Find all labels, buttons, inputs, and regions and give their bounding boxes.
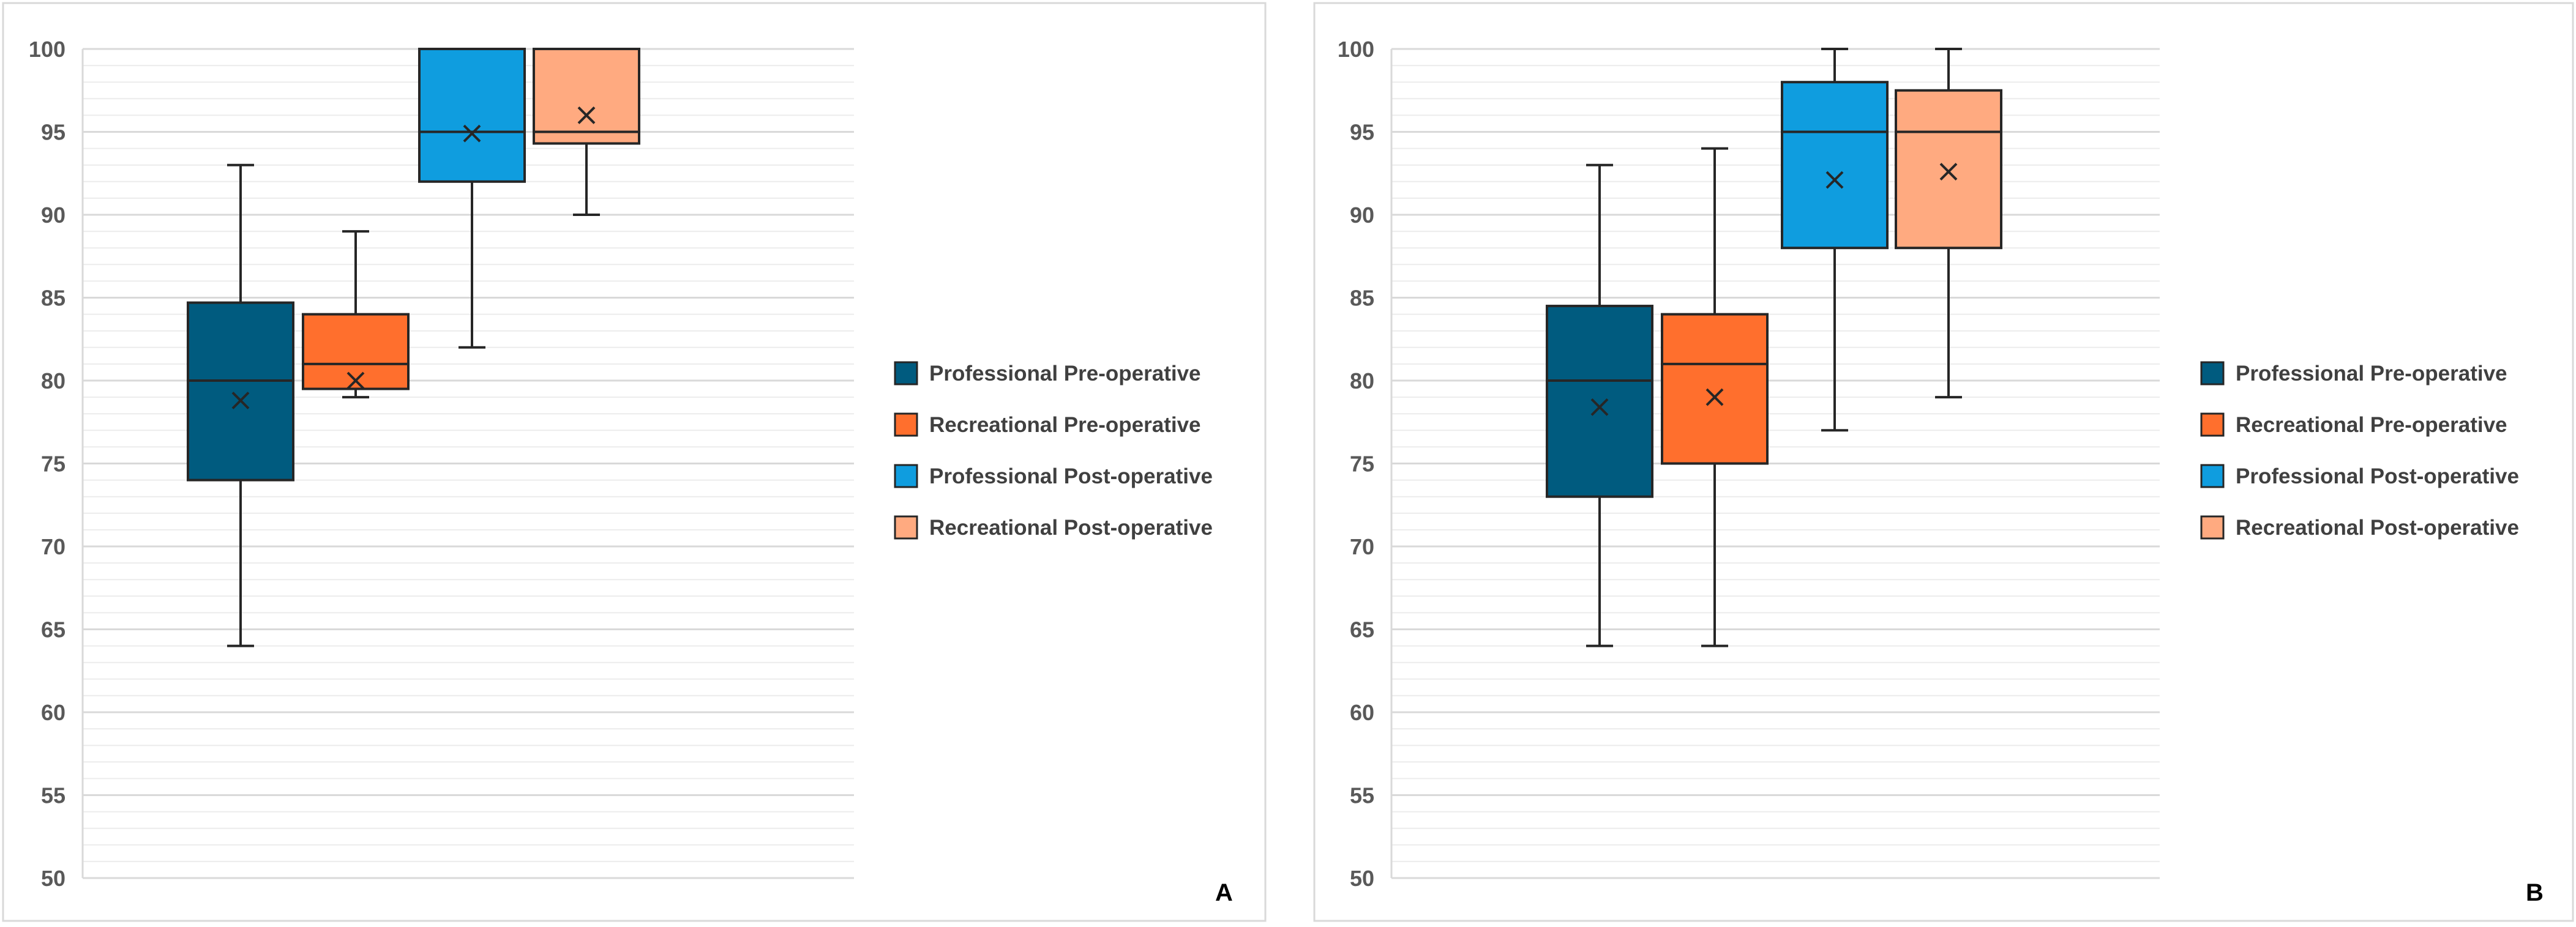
y-tick-label: 60 [41,700,66,725]
y-tick-label: 90 [1350,203,1374,228]
legend-swatch [894,361,918,385]
legend-label: Recreational Post-operative [929,516,1213,540]
mean-marker-stroke [1590,398,1609,416]
mean-marker-stroke [463,124,481,143]
y-tick-label: 85 [1350,286,1374,311]
y-tick-label: 70 [41,534,66,559]
y-tick-label: 50 [41,866,66,891]
mean-marker [1705,388,1724,406]
y-tick-label: 90 [41,203,66,228]
box-plot-series-1 [187,163,294,647]
legend-swatch [2200,464,2225,488]
y-tick-label: 100 [29,37,66,62]
mean-marker [1939,163,1958,181]
box-plot-series-3 [418,48,526,349]
mean-marker-stroke [1825,171,1844,189]
mean-marker [1825,171,1844,189]
y-tick-label: 50 [1350,866,1374,891]
legend-swatch [2200,361,2225,385]
legend-label: Professional Pre-operative [2236,362,2507,385]
iqr-box [418,48,526,183]
legend-swatch [2200,412,2225,437]
mean-marker [346,371,365,390]
legend-item: Recreational Pre-operative [894,412,1201,437]
y-tick-label: 55 [1350,783,1374,808]
mean-marker-stroke [577,106,596,124]
legend-swatch [2200,515,2225,540]
y-tick-label: 85 [41,286,66,311]
legend-label: Recreational Post-operative [2236,516,2519,540]
iqr-box [302,313,410,390]
y-tick-label: 80 [41,368,66,393]
iqr-box [533,48,640,145]
box-plot-series-2 [1661,147,1769,647]
legend-label: Professional Post-operative [2236,464,2519,488]
iqr-box [1781,81,1889,250]
iqr-box [1895,89,2002,250]
mean-marker [463,124,481,143]
mean-marker [1590,398,1609,416]
box-plot-series-4 [533,48,640,216]
legend-item: Professional Pre-operative [894,361,1201,385]
y-tick-label: 75 [1350,452,1374,477]
mean-marker-stroke [346,371,365,390]
y-tick-label: 65 [41,617,66,642]
y-tick-label: 100 [1338,37,1374,62]
legend-item: Professional Post-operative [2200,464,2519,488]
legend-label: Recreational Pre-operative [929,413,1201,437]
legend-swatch [894,464,918,488]
chart-panel-a: 50 55 60 65 70 75 80 85 90 95 100 Professional Pre-… [2,2,1267,922]
iqr-box [187,301,294,482]
legend-label: Recreational Pre-operative [2236,413,2507,437]
box-plot-series-4 [1895,48,2002,399]
chart-panel-b: 50 55 60 65 70 75 80 85 90 95 100 Professional Pre-… [1313,2,2574,922]
y-tick-label: 75 [41,452,66,477]
legend-label: Professional Pre-operative [929,362,1201,385]
legend-item: Recreational Pre-operative [2200,412,2507,437]
box-plot-series-2 [302,230,410,399]
panel-letter: B [2526,879,2544,906]
box-plot-series-3 [1781,48,1889,432]
legend-label: Professional Post-operative [929,464,1213,488]
panel-letter: A [1215,879,1233,906]
legend-item: Recreational Post-operative [894,515,1213,540]
iqr-box [1661,313,1769,465]
legend-swatch [894,412,918,437]
y-tick-label: 95 [41,120,66,145]
mean-marker [577,106,596,124]
legend-item: Professional Post-operative [894,464,1213,488]
mean-marker-stroke [231,392,250,409]
y-tick-label: 55 [41,783,66,808]
mean-marker-stroke [1705,388,1724,406]
y-tick-label: 65 [1350,617,1374,642]
y-tick-label: 60 [1350,700,1374,725]
iqr-box [1546,305,1653,498]
y-tick-label: 70 [1350,534,1374,559]
mean-marker [231,392,250,409]
y-tick-label: 80 [1350,368,1374,393]
legend-item: Recreational Post-operative [2200,515,2519,540]
mean-marker-stroke [1939,163,1958,181]
box-plot-series-1 [1546,163,1653,647]
y-tick-label: 95 [1350,120,1374,145]
legend-item: Professional Pre-operative [2200,361,2507,385]
legend-swatch [894,515,918,540]
